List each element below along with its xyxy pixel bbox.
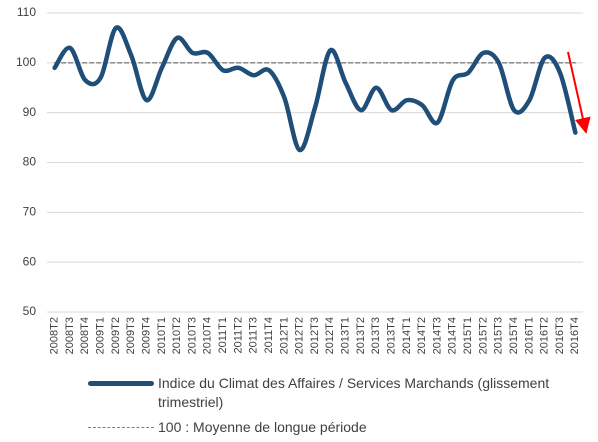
x-tick-label: 2014T1	[401, 317, 413, 354]
series-line	[52, 25, 578, 153]
y-tick-label: 90	[23, 105, 37, 119]
x-tick-label: 2011T3	[248, 317, 260, 354]
x-tick-label: 2013T4	[385, 317, 397, 354]
x-tick-label: 2013T1	[340, 317, 352, 354]
legend-swatch	[88, 427, 154, 428]
legend-label: Indice du Climat des Affaires / Services…	[158, 375, 550, 410]
x-tick-label: 2009T3	[125, 317, 137, 354]
x-tick-label: 2015T2	[477, 317, 489, 354]
x-tick-label: 2014T4	[447, 317, 459, 354]
legend-entry: 100 : Moyenne de longue période	[88, 418, 558, 437]
x-tick-label: 2009T1	[95, 317, 107, 354]
x-tick-label: 2010T4	[202, 317, 214, 354]
y-tick-label: 110	[17, 5, 36, 19]
legend-label: 100 : Moyenne de longue période	[158, 419, 367, 435]
y-tick-label: 80	[23, 155, 37, 169]
legend-entry: Indice du Climat des Affaires / Services…	[88, 374, 558, 412]
x-tick-label: 2014T2	[416, 317, 428, 354]
y-tick-label: 50	[23, 304, 37, 318]
x-tick-label: 2014T3	[431, 317, 443, 354]
x-tick-label: 2011T1	[217, 317, 229, 354]
x-tick-label: 2008T4	[79, 317, 91, 354]
x-tick-label: 2013T2	[355, 317, 367, 354]
x-tick-label: 2016T1	[523, 317, 535, 354]
x-tick-label: 2011T2	[232, 317, 244, 354]
x-tick-label: 2008T2	[49, 317, 61, 354]
x-tick-label: 2016T4	[569, 317, 581, 354]
x-tick-label: 2013T3	[370, 317, 382, 354]
x-tick-label: 2010T1	[156, 317, 168, 354]
x-tick-label: 2008T3	[64, 317, 76, 354]
x-tick-label: 2016T2	[539, 317, 551, 354]
x-tick-label: 2012T3	[309, 317, 321, 354]
x-tick-label: 2009T4	[140, 317, 152, 354]
x-tick-label: 2015T4	[508, 317, 520, 354]
x-tick-label: 2009T2	[110, 317, 122, 354]
x-tick-label: 2010T3	[186, 317, 198, 354]
trend-arrow	[567, 51, 591, 134]
x-tick-label: 2015T1	[462, 317, 474, 354]
x-tick-label: 2012T1	[278, 317, 290, 354]
y-tick-label: 70	[23, 205, 37, 219]
y-tick-label: 100	[16, 55, 36, 69]
y-tick-label: 60	[23, 254, 37, 268]
x-tick-label: 2016T3	[554, 317, 566, 354]
x-tick-label: 2011T4	[263, 317, 275, 354]
x-tick-label: 2015T3	[493, 317, 505, 354]
chart: 50 60 70 80 90 100 110 2008T2 2008T3 2008T4 2009T1…	[16, 5, 591, 354]
x-tick-label: 2012T2	[294, 317, 306, 354]
legend-swatch	[88, 381, 154, 386]
x-tick-label: 2012T4	[324, 317, 336, 354]
x-tick-label: 2010T2	[171, 317, 183, 354]
